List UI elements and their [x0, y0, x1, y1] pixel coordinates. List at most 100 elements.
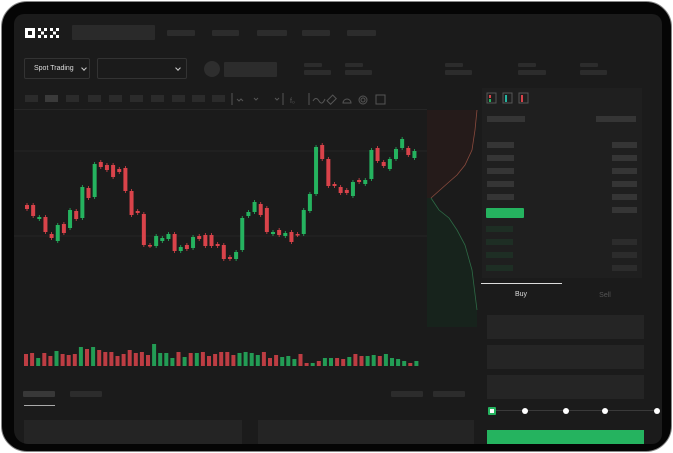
slider-stop-25[interactable] — [522, 408, 528, 414]
timeframe-button[interactable] — [130, 95, 143, 102]
order-book-view-toggles[interactable] — [486, 92, 536, 104]
timeframe-button[interactable] — [151, 95, 164, 102]
timeframe-button[interactable] — [172, 95, 185, 102]
candle — [166, 234, 171, 239]
candle — [61, 224, 66, 233]
candle — [258, 204, 263, 215]
bottom-card — [24, 420, 242, 444]
candle — [387, 159, 392, 169]
gauge-icon — [342, 98, 352, 104]
candle — [37, 217, 42, 219]
candle — [191, 237, 196, 248]
nav-item[interactable] — [212, 30, 239, 36]
candle — [357, 180, 362, 182]
volume-bar — [316, 361, 321, 366]
candle — [111, 165, 116, 177]
timeframe-button[interactable] — [192, 95, 205, 102]
volume-bar — [298, 354, 303, 366]
slider-stop-50[interactable] — [563, 408, 569, 414]
candlestick-chart[interactable] — [14, 14, 434, 374]
bottom-tab-active[interactable] — [23, 391, 55, 397]
buy-submit-button[interactable] — [487, 430, 644, 444]
bottom-tab[interactable] — [70, 391, 102, 397]
nav-item[interactable] — [302, 30, 330, 36]
candle — [326, 159, 331, 186]
volume-bar — [359, 356, 364, 366]
candle — [123, 168, 128, 191]
amount-slider-handle[interactable] — [488, 407, 496, 415]
candle — [283, 233, 288, 236]
ask-price-placeholder — [487, 168, 514, 174]
search-bar[interactable] — [72, 25, 155, 40]
bottom-action[interactable] — [391, 391, 423, 397]
volume-bar — [109, 352, 114, 366]
timeframe-button[interactable] — [109, 95, 122, 102]
volume-bar — [182, 357, 187, 366]
timeframe-button[interactable] — [25, 95, 38, 102]
candle — [295, 234, 300, 236]
last-price-highlight — [486, 208, 524, 218]
timeframe-button[interactable] — [212, 95, 225, 102]
stat-label — [345, 63, 363, 67]
price-input[interactable] — [487, 315, 644, 339]
timeframe-button[interactable] — [66, 95, 79, 102]
pair-selector-dropdown[interactable] — [97, 58, 187, 79]
ask-size-placeholder — [612, 207, 637, 213]
volume-bar — [30, 353, 35, 366]
volume-bar — [347, 357, 352, 366]
volume-bar — [335, 358, 340, 366]
amount-input[interactable] — [487, 345, 644, 369]
sell-tab[interactable]: Sell — [599, 292, 611, 299]
candle — [49, 234, 54, 238]
okx-logo[interactable] — [25, 27, 65, 39]
ask-price-placeholder — [487, 142, 514, 148]
candle — [350, 182, 355, 196]
candle — [301, 210, 306, 234]
timeframe-button-active[interactable] — [45, 95, 58, 102]
candle — [31, 205, 36, 216]
ask-price-placeholder — [487, 194, 514, 200]
volume-bar — [280, 357, 285, 366]
nav-item[interactable] — [347, 30, 376, 36]
candle — [363, 180, 368, 184]
ask-depth-line — [430, 110, 478, 199]
candle — [412, 151, 417, 158]
volume-bar — [158, 353, 163, 366]
total-input[interactable] — [487, 375, 644, 399]
asks-view-icon — [518, 92, 529, 104]
buy-tab[interactable]: Buy — [514, 291, 528, 298]
candle — [148, 245, 152, 247]
candle — [406, 148, 411, 155]
volume-bar — [24, 354, 28, 366]
volume-bar — [91, 347, 96, 366]
volume-bar — [231, 355, 236, 366]
volume-bar — [255, 355, 260, 366]
volume-bar — [164, 353, 169, 366]
candle — [338, 187, 343, 193]
candle — [252, 202, 257, 212]
candle — [129, 191, 134, 215]
volume-bar — [225, 352, 230, 366]
spot-trading-dropdown[interactable]: Spot Trading — [24, 58, 90, 79]
candle — [80, 187, 85, 218]
volume-bar — [353, 354, 358, 366]
nav-item[interactable] — [167, 30, 195, 36]
amount-slider-track[interactable] — [494, 410, 657, 411]
bottom-action[interactable] — [433, 391, 465, 397]
candle — [135, 211, 140, 213]
volume-bar — [85, 349, 89, 366]
bottom-tab-indicator — [24, 405, 55, 406]
volume-bar — [274, 355, 279, 366]
slider-stop-100[interactable] — [654, 408, 660, 414]
slider-stop-75[interactable] — [602, 408, 608, 414]
volume-bar — [408, 363, 413, 366]
candle — [86, 188, 91, 198]
ask-size-placeholder — [612, 181, 637, 187]
volume-bar — [60, 354, 65, 366]
candle — [178, 247, 183, 251]
volume-bar — [66, 355, 71, 366]
candle — [104, 165, 109, 170]
candle — [209, 235, 214, 246]
nav-item[interactable] — [257, 30, 287, 36]
timeframe-button[interactable] — [88, 95, 101, 102]
